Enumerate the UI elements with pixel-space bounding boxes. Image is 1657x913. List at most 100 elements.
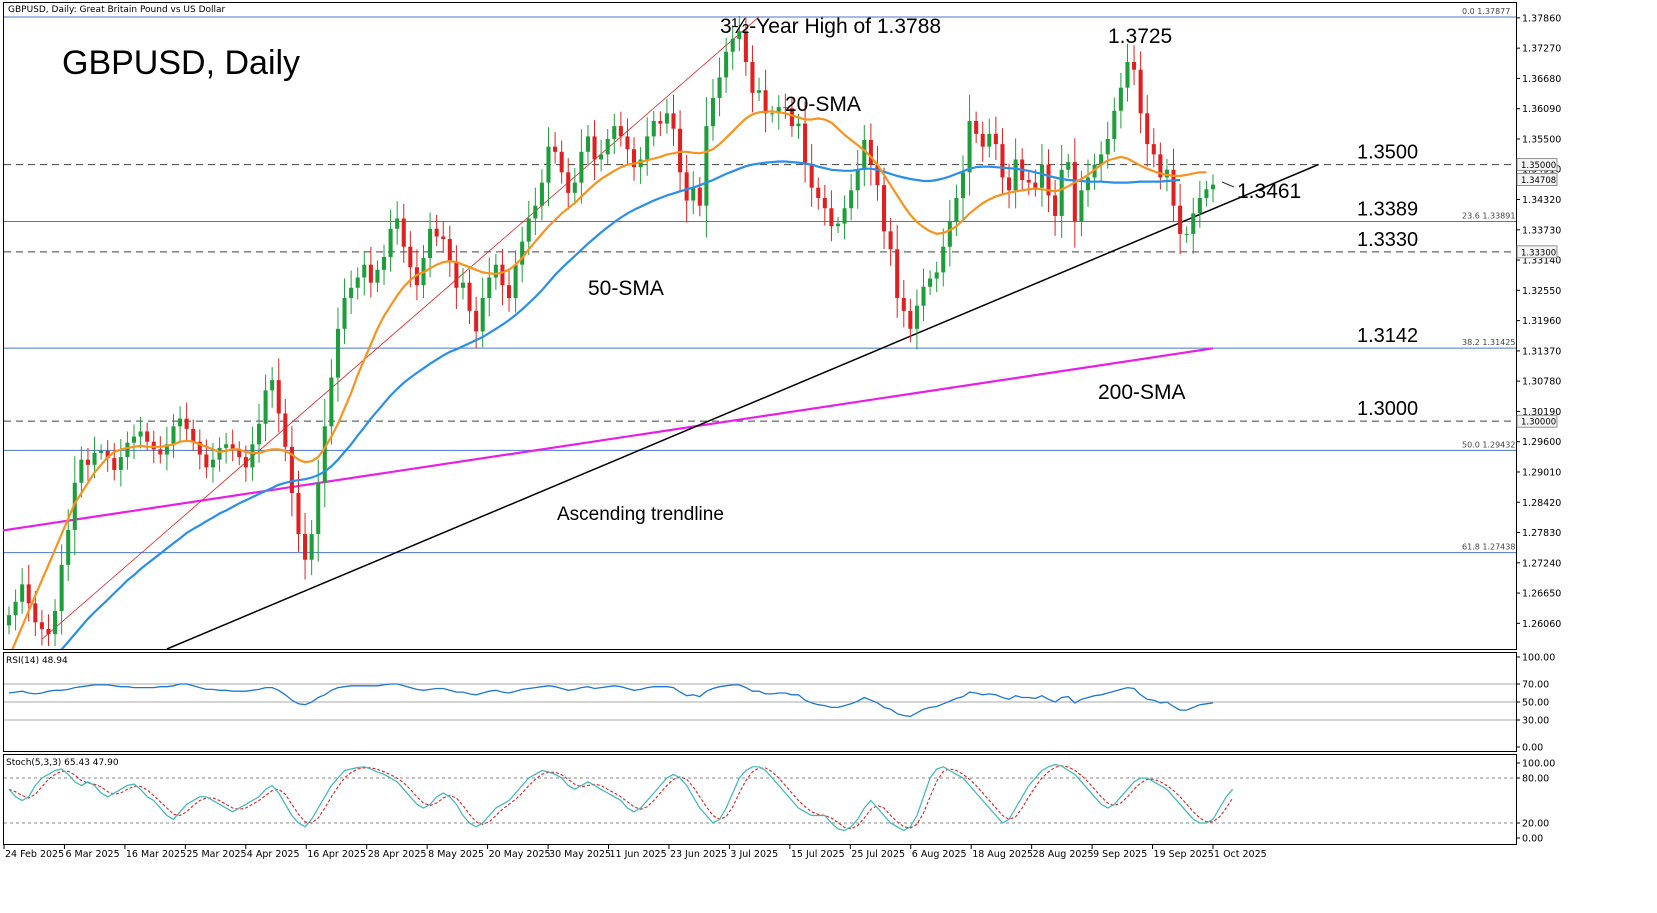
candle-body bbox=[730, 38, 735, 52]
candle-body bbox=[85, 459, 90, 465]
candle-body bbox=[855, 169, 860, 191]
candle-body bbox=[546, 146, 551, 183]
candle-body bbox=[816, 187, 821, 198]
candle-body bbox=[987, 133, 992, 147]
price-tick-label: 1.33730 bbox=[1522, 225, 1561, 236]
candle-body bbox=[500, 264, 505, 286]
sma-layer bbox=[11, 110, 1207, 649]
level-label-1.3142: 1.3142 bbox=[1357, 325, 1418, 347]
candle-body bbox=[1039, 164, 1044, 188]
candle-body bbox=[697, 187, 702, 206]
time-tick-label: 15 Jul 2025 bbox=[791, 849, 845, 860]
fib-tag: 38.2 1.31425 bbox=[1462, 338, 1515, 347]
candle-body bbox=[237, 449, 242, 458]
stoch-tick-label: 80.00 bbox=[1522, 774, 1549, 785]
candle-body bbox=[322, 426, 327, 483]
candle-body bbox=[66, 529, 71, 565]
candle-body bbox=[296, 493, 301, 535]
candle-body bbox=[145, 431, 150, 442]
annotation-trendline: Ascending trendline bbox=[557, 504, 724, 525]
price-panel bbox=[3, 2, 1517, 650]
stoch-label: Stoch(5,3,3) 65.43 47.90 bbox=[6, 758, 119, 768]
candle-body bbox=[533, 205, 538, 219]
candle-body bbox=[6, 615, 12, 626]
candle-body bbox=[1072, 162, 1077, 222]
time-tick-label: 28 Apr 2025 bbox=[368, 849, 427, 860]
candle-body bbox=[256, 423, 262, 445]
candles-layer bbox=[6, 15, 1216, 647]
candle-body bbox=[704, 126, 709, 206]
level-label-1.3330: 1.3330 bbox=[1357, 229, 1418, 251]
candle-body bbox=[158, 449, 163, 455]
indicators-layer: 100.00 70.00 50.00 30.00 0.00 100.00 80.00 20.0… bbox=[4, 653, 1555, 845]
candle-body bbox=[1125, 62, 1130, 88]
candle-body bbox=[579, 151, 584, 183]
price-tick-label: 1.28420 bbox=[1522, 498, 1561, 509]
candle-body bbox=[13, 601, 18, 616]
candle-body bbox=[901, 298, 906, 311]
time-tick-label: 18 Aug 2025 bbox=[972, 849, 1033, 860]
candle-body bbox=[118, 457, 123, 470]
price-tick-label: 1.37270 bbox=[1522, 44, 1561, 55]
trend-layer bbox=[41, 16, 1319, 650]
candle-body bbox=[26, 584, 31, 604]
candle-body bbox=[592, 136, 597, 160]
candle-body bbox=[928, 278, 933, 287]
stoch-tick-label: 20.00 bbox=[1522, 819, 1549, 830]
price-tick-label: 1.27830 bbox=[1522, 528, 1561, 539]
candle-body bbox=[381, 256, 387, 270]
candle-body bbox=[868, 139, 873, 165]
rsi-tick-label: 30.00 bbox=[1522, 716, 1549, 727]
candle-body bbox=[947, 221, 952, 247]
price-box-label: 1.34708 bbox=[1521, 176, 1556, 186]
time-tick-label: 1 Oct 2025 bbox=[1214, 849, 1267, 860]
candle-body bbox=[1184, 233, 1189, 235]
time-tick-label: 9 Sep 2025 bbox=[1093, 849, 1147, 860]
candle-body bbox=[1026, 180, 1031, 183]
candle-body bbox=[835, 223, 841, 227]
stoch-tick-label: 0.00 bbox=[1522, 834, 1543, 845]
candle-body bbox=[342, 298, 347, 329]
candle-body bbox=[1046, 164, 1051, 196]
candle-body bbox=[1000, 144, 1005, 178]
candle-body bbox=[243, 457, 248, 468]
price-tick-label: 1.29600 bbox=[1522, 437, 1561, 448]
candle-body bbox=[888, 231, 893, 250]
time-tick-label: 16 Apr 2025 bbox=[307, 849, 366, 860]
candle-body bbox=[789, 108, 794, 127]
stoch-signal-line bbox=[8, 765, 1234, 830]
price-tick-label: 1.34320 bbox=[1522, 195, 1561, 206]
candle-body bbox=[862, 139, 867, 170]
candle-body bbox=[1053, 195, 1058, 216]
candle-body bbox=[204, 454, 209, 468]
sma200-line bbox=[2, 347, 1214, 532]
price-tick-label: 1.30780 bbox=[1522, 377, 1561, 388]
candle-body bbox=[92, 452, 97, 465]
candle-body bbox=[967, 121, 972, 173]
sma50-line bbox=[60, 160, 1181, 649]
price-tick-label: 1.29010 bbox=[1522, 467, 1561, 478]
candle-body bbox=[658, 121, 663, 124]
candle-body bbox=[1158, 154, 1163, 178]
candle-body bbox=[1138, 69, 1143, 114]
candle-body bbox=[53, 611, 58, 635]
candle-body bbox=[599, 154, 604, 160]
candle-body bbox=[585, 136, 591, 152]
candle-body bbox=[487, 277, 492, 299]
candle-body bbox=[441, 236, 446, 240]
candle-body bbox=[941, 246, 946, 273]
time-axis: 24 Feb 2025 6 Mar 2025 16 Mar 2025 25 Mar 2… bbox=[3, 845, 1267, 860]
candle-body bbox=[355, 277, 360, 288]
candle-body bbox=[1164, 169, 1169, 178]
candle-body bbox=[184, 418, 189, 429]
candle-body bbox=[197, 441, 202, 455]
sma200-layer bbox=[2, 347, 1214, 532]
candle-body bbox=[316, 482, 321, 535]
candle-body bbox=[796, 123, 801, 127]
level-label-1.3000: 1.3000 bbox=[1357, 398, 1418, 420]
candle-body bbox=[684, 172, 689, 201]
rsi-tick-label: 70.00 bbox=[1522, 680, 1549, 691]
rsi-tick-label: 50.00 bbox=[1522, 698, 1549, 709]
candle-body bbox=[960, 172, 966, 198]
